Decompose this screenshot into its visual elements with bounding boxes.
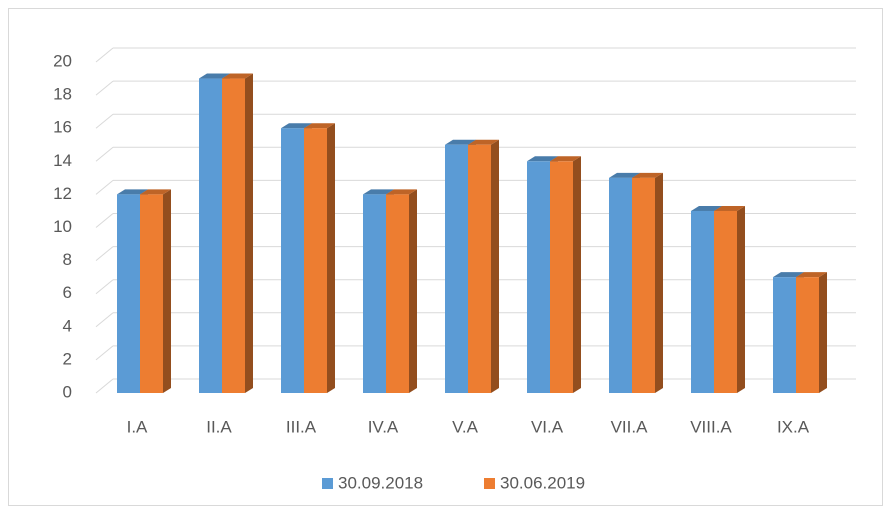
bar — [140, 194, 163, 393]
bar-side — [819, 272, 827, 393]
x-tick-label: VII.A — [611, 417, 649, 436]
grid-line — [95, 47, 114, 63]
x-tick-label: VIII.A — [690, 417, 732, 436]
bar-top — [281, 123, 312, 129]
bar-side — [491, 139, 499, 393]
x-tick-label: IV.A — [368, 417, 399, 436]
grid-line — [95, 378, 114, 394]
bar — [773, 277, 796, 393]
y-tick-label: 6 — [63, 283, 72, 302]
x-tick-label: II.A — [206, 417, 232, 436]
bar — [386, 194, 409, 393]
bar-top — [468, 139, 499, 145]
x-tick-label: V.A — [452, 417, 479, 436]
bar — [222, 78, 245, 394]
bar-top — [609, 172, 640, 178]
bar-top — [796, 272, 827, 278]
bar-side — [163, 189, 171, 393]
grid-line — [95, 80, 114, 96]
bar — [796, 277, 819, 393]
bar — [632, 177, 655, 393]
bar-top — [714, 205, 745, 211]
x-tick-label: III.A — [286, 417, 317, 436]
legend-swatch — [484, 478, 495, 489]
bar-top — [691, 205, 722, 211]
grid-line — [95, 146, 114, 162]
bar — [550, 161, 573, 393]
y-tick-label: 20 — [53, 51, 72, 70]
y-tick-label: 10 — [53, 217, 72, 236]
y-tick-label: 8 — [63, 250, 72, 269]
bar-top — [363, 189, 394, 195]
bar — [199, 78, 222, 394]
legend-swatch — [322, 478, 333, 489]
x-tick-label: I.A — [127, 417, 148, 436]
x-tick-label: VI.A — [531, 417, 564, 436]
bar-top — [550, 156, 581, 162]
bar-side — [573, 156, 581, 393]
bar-top — [527, 156, 558, 162]
y-tick-label: 14 — [53, 151, 72, 170]
bar — [527, 161, 550, 393]
bar-side — [737, 205, 745, 393]
y-tick-label: 0 — [63, 382, 72, 401]
bar — [609, 177, 632, 393]
y-tick-label: 12 — [53, 184, 72, 203]
grid-line — [95, 345, 114, 361]
bar-top — [632, 172, 663, 178]
bar-side — [245, 73, 253, 394]
legend-label: 30.06.2019 — [500, 473, 585, 492]
bar-top — [386, 189, 417, 195]
bar — [714, 210, 737, 393]
bar-side — [655, 172, 663, 393]
bar-top — [140, 189, 171, 195]
bar-top — [222, 73, 253, 79]
bar-side — [327, 123, 335, 393]
bar — [691, 210, 714, 393]
bar-top — [445, 139, 476, 145]
bar — [445, 144, 468, 393]
bar — [304, 128, 327, 393]
grid-line — [95, 113, 114, 129]
y-tick-label: 16 — [53, 118, 72, 137]
grid-line — [95, 279, 114, 295]
y-tick-label: 2 — [63, 349, 72, 368]
bar-top — [304, 123, 335, 129]
grid-line — [95, 213, 114, 228]
bar-top — [773, 272, 804, 278]
grid-line — [95, 246, 114, 261]
x-tick-label: IX.A — [777, 417, 810, 436]
grid-line — [95, 180, 114, 195]
bar — [281, 128, 304, 393]
bar — [363, 194, 386, 393]
bar-top — [199, 73, 230, 79]
bar-side — [409, 189, 417, 393]
legend-label: 30.09.2018 — [338, 473, 423, 492]
y-tick-label: 4 — [63, 316, 72, 335]
grid-line — [95, 312, 114, 328]
bar — [468, 144, 491, 393]
bar — [117, 194, 140, 393]
bar-top — [117, 189, 148, 195]
y-tick-label: 18 — [53, 85, 72, 104]
